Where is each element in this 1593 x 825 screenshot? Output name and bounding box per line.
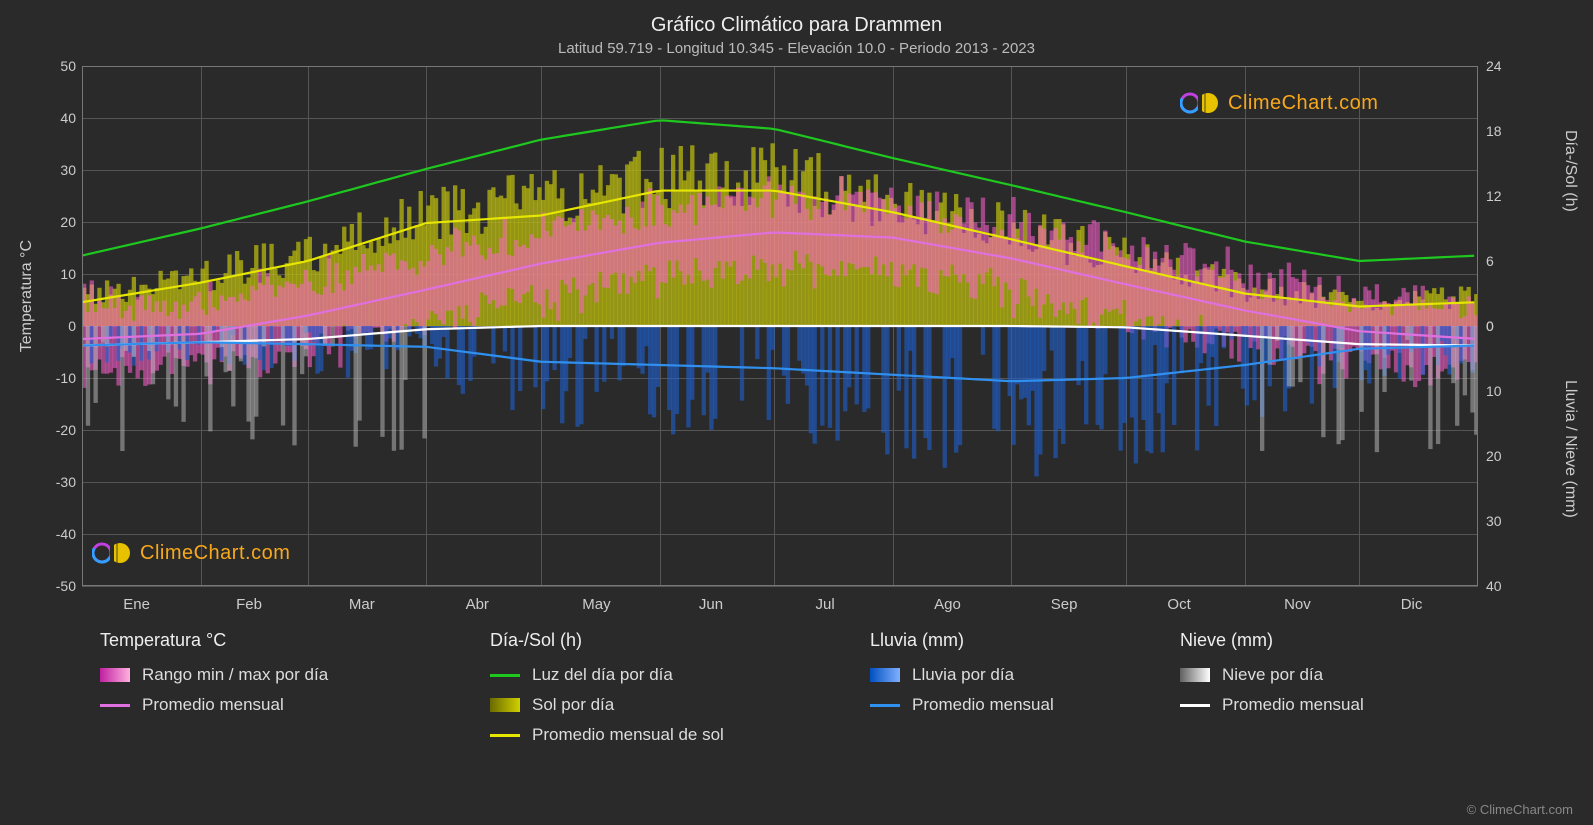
legend-swatch	[870, 668, 900, 682]
chart-title: Gráfico Climático para Drammen	[0, 14, 1593, 37]
y-left-label: Temperatura °C	[18, 240, 36, 352]
y-right-top-label: Día-/Sol (h)	[1561, 130, 1579, 212]
y-right-bottom-tick: 40	[1486, 578, 1502, 594]
plot-area: 50403020100-10-20-30-40-5024181260010203…	[82, 66, 1478, 586]
y-left-tick: 20	[42, 214, 76, 230]
legend-swatch	[870, 704, 900, 707]
x-tick: Oct	[1167, 596, 1190, 613]
x-tick: Nov	[1284, 596, 1311, 613]
legend-group: Nieve (mm) Nieve por día Promedio mensual	[1180, 630, 1364, 725]
legend-item: Lluvia por día	[870, 665, 1054, 685]
x-tick: May	[582, 596, 610, 613]
copyright-text: © ClimeChart.com	[1467, 802, 1573, 817]
legend-swatch	[490, 674, 520, 677]
x-tick: Jun	[699, 596, 723, 613]
legend-label: Sol por día	[532, 695, 614, 715]
legend-group: Lluvia (mm) Lluvia por día Promedio mensua…	[870, 630, 1054, 725]
y-right-top-tick: 18	[1486, 123, 1502, 139]
legend-item: Nieve por día	[1180, 665, 1364, 685]
legend-group: Día-/Sol (h) Luz del día por día Sol por d…	[490, 630, 724, 755]
plot-border	[82, 66, 1478, 586]
legend-item: Promedio mensual de sol	[490, 725, 724, 745]
x-tick: Feb	[236, 596, 262, 613]
x-tick: Ene	[123, 596, 150, 613]
legend-heading: Nieve (mm)	[1180, 630, 1364, 651]
legend-label: Promedio mensual	[142, 695, 284, 715]
y-right-top-tick: 12	[1486, 188, 1502, 204]
x-tick: Sep	[1051, 596, 1078, 613]
legend-label: Lluvia por día	[912, 665, 1014, 685]
legend-item: Sol por día	[490, 695, 724, 715]
y-left-tick: -10	[42, 370, 76, 386]
y-left-tick: 40	[42, 110, 76, 126]
x-tick: Abr	[466, 596, 489, 613]
watermark-text: ClimeChart.com	[140, 542, 290, 565]
chart-subtitle: Latitud 59.719 - Longitud 10.345 - Eleva…	[0, 40, 1593, 57]
y-right-bottom-tick: 20	[1486, 448, 1502, 464]
legend-swatch	[1180, 668, 1210, 682]
legend-item: Promedio mensual	[870, 695, 1054, 715]
legend-heading: Temperatura °C	[100, 630, 328, 651]
watermark: ClimeChart.com	[92, 540, 290, 566]
x-tick: Jul	[816, 596, 835, 613]
y-left-tick: 10	[42, 266, 76, 282]
legend-swatch	[100, 668, 130, 682]
y-right-bottom-label: Lluvia / Nieve (mm)	[1561, 380, 1579, 518]
watermark: ClimeChart.com	[1180, 90, 1378, 116]
hgrid	[82, 586, 1478, 587]
legend-heading: Lluvia (mm)	[870, 630, 1054, 651]
y-left-tick: 50	[42, 58, 76, 74]
legend-swatch	[490, 734, 520, 737]
legend-label: Nieve por día	[1222, 665, 1323, 685]
legend-swatch	[100, 704, 130, 707]
legend-item: Luz del día por día	[490, 665, 724, 685]
legend-label: Promedio mensual	[912, 695, 1054, 715]
y-right-bottom-tick: 30	[1486, 513, 1502, 529]
logo-icon	[92, 540, 132, 566]
y-left-tick: 30	[42, 162, 76, 178]
logo-icon	[1180, 90, 1220, 116]
legend-label: Promedio mensual	[1222, 695, 1364, 715]
y-right-bottom-tick: 0	[1486, 318, 1494, 334]
x-tick: Dic	[1401, 596, 1423, 613]
legend-item: Promedio mensual	[1180, 695, 1364, 715]
legend-item: Promedio mensual	[100, 695, 328, 715]
x-tick: Ago	[934, 596, 961, 613]
legend-label: Promedio mensual de sol	[532, 725, 724, 745]
legend-group: Temperatura °C Rango min / max por día Pro…	[100, 630, 328, 725]
y-right-top-tick: 6	[1486, 253, 1494, 269]
legend-swatch	[490, 698, 520, 712]
x-tick: Mar	[349, 596, 375, 613]
legend-label: Rango min / max por día	[142, 665, 328, 685]
legend-label: Luz del día por día	[532, 665, 673, 685]
watermark-text: ClimeChart.com	[1228, 92, 1378, 115]
y-left-tick: 0	[42, 318, 76, 334]
y-left-tick: -30	[42, 474, 76, 490]
y-right-top-tick: 24	[1486, 58, 1502, 74]
legend-swatch	[1180, 704, 1210, 707]
y-left-tick: -50	[42, 578, 76, 594]
y-right-bottom-tick: 10	[1486, 383, 1502, 399]
y-left-tick: -40	[42, 526, 76, 542]
y-left-tick: -20	[42, 422, 76, 438]
legend-item: Rango min / max por día	[100, 665, 328, 685]
legend-heading: Día-/Sol (h)	[490, 630, 724, 651]
